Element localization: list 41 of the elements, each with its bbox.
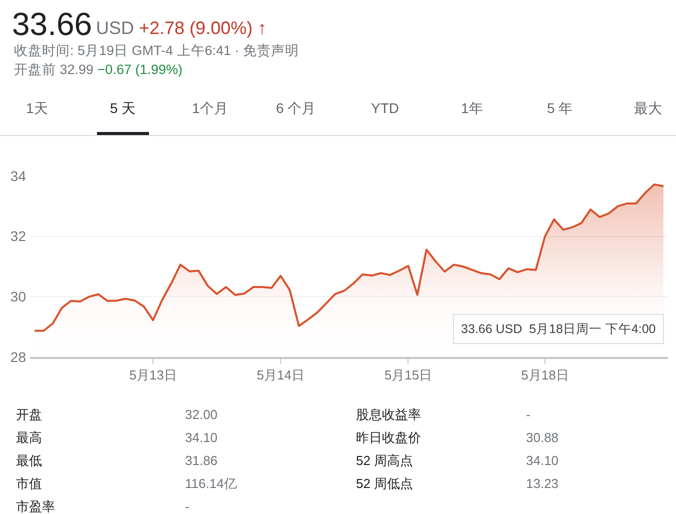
x-tick-label: 5月13日 (129, 368, 177, 383)
y-tick-label: 30 (10, 288, 26, 305)
annotation: 33.66 USD 5月18日周一 下午4:00 (461, 322, 656, 336)
text: 116.14亿 (185, 476, 237, 491)
text: 13.23 (526, 476, 559, 491)
x-tick-label: 5月18日 (521, 368, 569, 383)
text: 52 周高点 (356, 453, 414, 468)
text: 31.86 (185, 453, 218, 468)
text: - (526, 407, 530, 422)
text: 34.10 (526, 453, 559, 468)
text: 30.88 (526, 430, 559, 445)
text: 5 天 (110, 100, 136, 116)
text: 6 个月 (276, 100, 316, 116)
text: +2.78 (9.00%) ↑ (139, 18, 267, 38)
text: 开盘前 32.99 (14, 62, 94, 77)
text: 34.10 (185, 430, 218, 445)
text: 1天 (26, 100, 48, 116)
text: 1个月 (192, 100, 228, 116)
text: 市盈率 (16, 499, 55, 514)
text: - (185, 499, 190, 514)
text: 股息收益率 (356, 407, 421, 422)
text: 52 周低点 (356, 476, 414, 491)
text: 最大 (634, 100, 662, 116)
x-tick-label: 5月15日 (384, 368, 432, 383)
y-tick-label: 28 (10, 348, 26, 365)
text: 最低 (16, 453, 42, 468)
x-tick-label: 5月14日 (256, 368, 304, 383)
text: 开盘 (16, 407, 42, 422)
y-tick-label: 32 (10, 228, 26, 244)
chart-title: 33.66 (12, 6, 92, 42)
text: 市值 (16, 476, 42, 491)
text: 5 年 (547, 100, 573, 116)
text: USD (96, 18, 134, 38)
text: 1年 (461, 100, 483, 116)
text: YTD (371, 100, 399, 116)
text: 最高 (16, 430, 42, 445)
text: −0.67 (1.99%) (97, 62, 182, 77)
chart-subtitle: 收盘时间: 5月19日 GMT-4 上午6:41 · 免责声明 (14, 43, 300, 58)
y-tick-label: 34 (10, 168, 26, 184)
text: 32.00 (185, 407, 218, 422)
text: 昨日收盘价 (356, 430, 421, 445)
